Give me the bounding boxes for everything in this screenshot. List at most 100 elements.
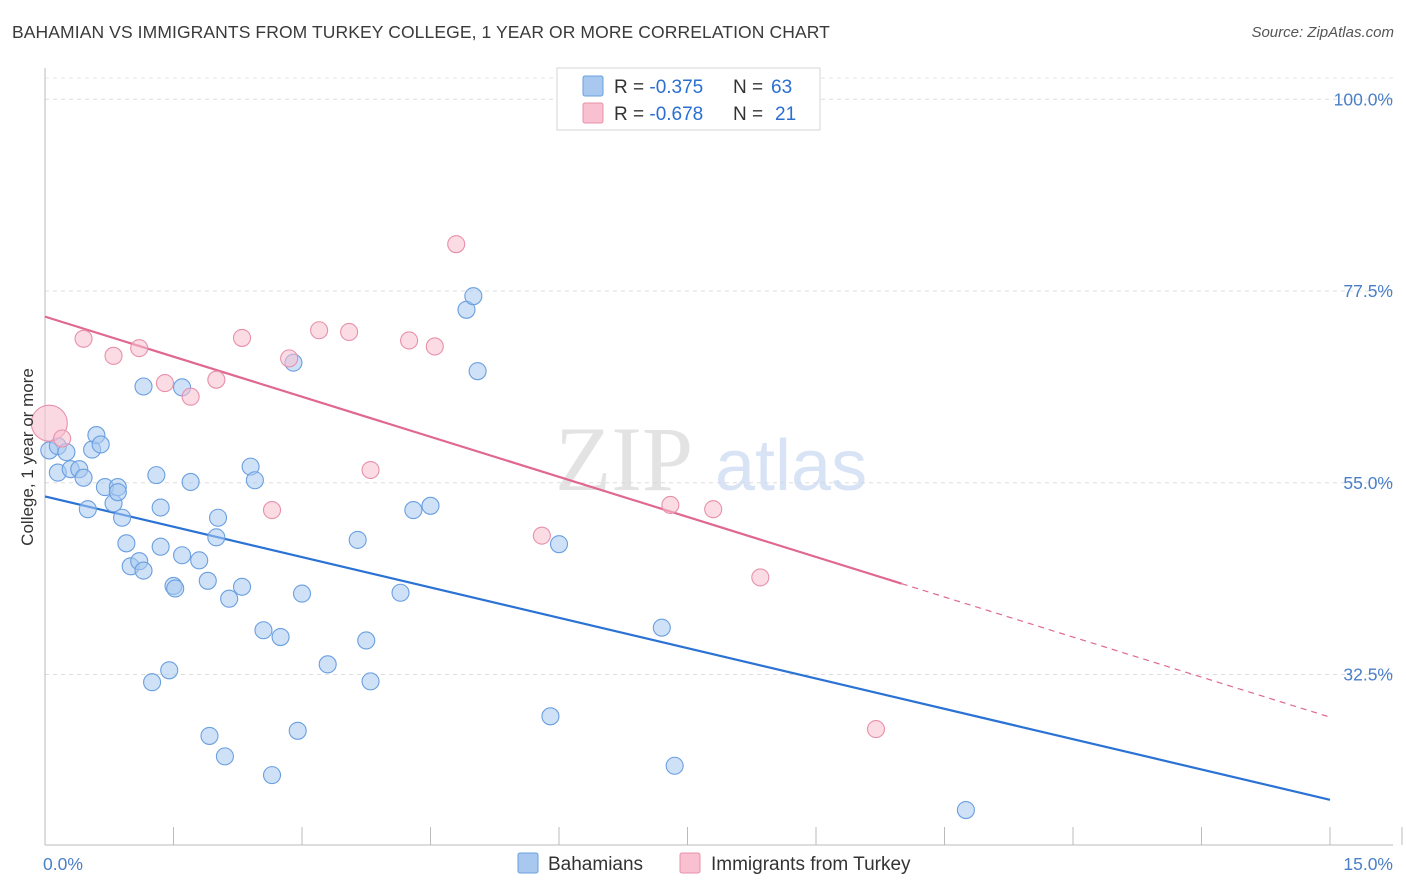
trend-lines xyxy=(44,315,1331,801)
point-bahamians xyxy=(318,655,337,674)
point-bahamians xyxy=(108,483,127,502)
point-turkey xyxy=(155,374,174,393)
svg-text:N =: N = xyxy=(733,77,763,98)
point-bahamians xyxy=(78,500,97,519)
svg-text:63: 63 xyxy=(771,77,792,98)
point-turkey xyxy=(181,387,200,406)
point-turkey xyxy=(74,329,93,348)
point-turkey xyxy=(751,568,770,587)
point-bahamians xyxy=(215,747,234,766)
point-bahamians xyxy=(464,287,483,306)
point-turkey xyxy=(704,500,723,519)
chart-title: BAHAMIAN VS IMMIGRANTS FROM TURKEY COLLE… xyxy=(12,22,830,42)
legend-bottom: Bahamians Immigrants from Turkey xyxy=(517,852,911,875)
chart-source: Source: ZipAtlas.com xyxy=(1251,24,1394,41)
point-turkey xyxy=(340,322,359,342)
watermark-atlas: atlas xyxy=(715,426,867,506)
point-bahamians xyxy=(151,498,170,517)
point-turkey xyxy=(532,526,551,545)
x-tick-label: 15.0% xyxy=(1343,854,1393,874)
x-tick-label: 0.0% xyxy=(43,854,83,874)
axes xyxy=(44,68,1403,846)
point-bahamians xyxy=(220,589,239,608)
point-bahamians xyxy=(200,726,219,745)
point-bahamians xyxy=(181,472,200,492)
watermark-zip: ZIP xyxy=(555,408,693,510)
point-turkey xyxy=(53,429,72,448)
y-tick-label: 100.0% xyxy=(1334,89,1393,109)
point-turkey xyxy=(262,501,282,520)
point-turkey xyxy=(361,460,380,480)
point-bahamians xyxy=(208,508,228,527)
point-bahamians xyxy=(361,672,380,691)
point-turkey xyxy=(425,337,444,356)
y-tick-label: 55.0% xyxy=(1343,473,1393,493)
point-bahamians xyxy=(207,528,226,547)
point-bahamians xyxy=(391,583,410,602)
x-tick-labels: 0.0% 15.0% xyxy=(43,854,1393,874)
point-turkey xyxy=(280,349,299,368)
point-bahamians xyxy=(117,534,136,553)
point-bahamians xyxy=(74,468,93,487)
point-turkey xyxy=(104,346,123,365)
point-bahamians xyxy=(134,561,153,580)
point-bahamians xyxy=(91,435,110,454)
point-bahamians xyxy=(271,628,290,647)
point-bahamians xyxy=(262,766,282,785)
point-bahamians xyxy=(147,466,166,485)
point-bahamians xyxy=(421,496,440,515)
point-bahamians xyxy=(198,571,217,590)
point-bahamians xyxy=(292,584,312,603)
y-tick-label: 32.5% xyxy=(1343,665,1393,685)
point-bahamians xyxy=(113,508,132,527)
point-bahamians xyxy=(151,537,170,556)
svg-text:R = -0.678: R = -0.678 xyxy=(614,104,703,125)
point-bahamians xyxy=(348,530,367,549)
legend-label-bahamians: Bahamians xyxy=(548,854,643,875)
point-bahamians xyxy=(288,721,307,740)
legend-swatch-turkey xyxy=(582,102,604,124)
point-bahamians xyxy=(143,673,162,692)
point-bahamians xyxy=(404,501,423,520)
legend-swatch-bahamians-bottom xyxy=(517,852,539,874)
point-bahamians xyxy=(134,377,153,396)
point-turkey xyxy=(866,720,886,739)
svg-text:21: 21 xyxy=(775,104,796,125)
point-bahamians xyxy=(254,621,273,640)
trend-line-1 xyxy=(44,315,902,585)
point-bahamians xyxy=(232,577,252,596)
legend-top: R = -0.375 N = 63 R = -0.678 N = 21 xyxy=(556,67,821,131)
point-bahamians xyxy=(357,631,376,650)
trend-line-dashed-1 xyxy=(901,583,1331,718)
point-bahamians xyxy=(160,661,179,680)
point-bahamians xyxy=(245,471,264,490)
point-turkey xyxy=(310,321,329,340)
point-turkey xyxy=(447,235,466,254)
legend-swatch-turkey-bottom xyxy=(679,852,701,874)
y-tick-label: 77.5% xyxy=(1343,281,1393,301)
y-axis-label: College, 1 year or more xyxy=(18,368,37,546)
point-turkey xyxy=(130,339,149,358)
point-bahamians xyxy=(549,535,569,554)
trend-line-0 xyxy=(44,495,1331,801)
point-bahamians xyxy=(173,546,192,565)
y-tick-labels: 100.0% 77.5% 55.0% 32.5% xyxy=(1334,89,1393,684)
legend-swatch-bahamians xyxy=(582,75,604,97)
point-bahamians xyxy=(166,579,185,598)
legend-entry-turkey: R = -0.678 N = 21 xyxy=(582,102,796,125)
point-turkey xyxy=(207,370,226,389)
svg-text:R = -0.375: R = -0.375 xyxy=(614,77,703,98)
legend-label-turkey: Immigrants from Turkey xyxy=(711,854,911,875)
point-turkey xyxy=(400,331,419,350)
point-bahamians xyxy=(190,551,209,570)
svg-text:N =: N = xyxy=(733,104,763,125)
point-bahamians xyxy=(665,756,684,775)
data-points xyxy=(30,235,975,820)
legend-entry-bahamians: R = -0.375 N = 63 xyxy=(582,75,792,98)
point-bahamians xyxy=(652,618,671,637)
point-bahamians xyxy=(468,362,487,381)
point-bahamians xyxy=(956,801,975,820)
point-bahamians xyxy=(541,707,560,726)
point-turkey xyxy=(661,495,680,515)
